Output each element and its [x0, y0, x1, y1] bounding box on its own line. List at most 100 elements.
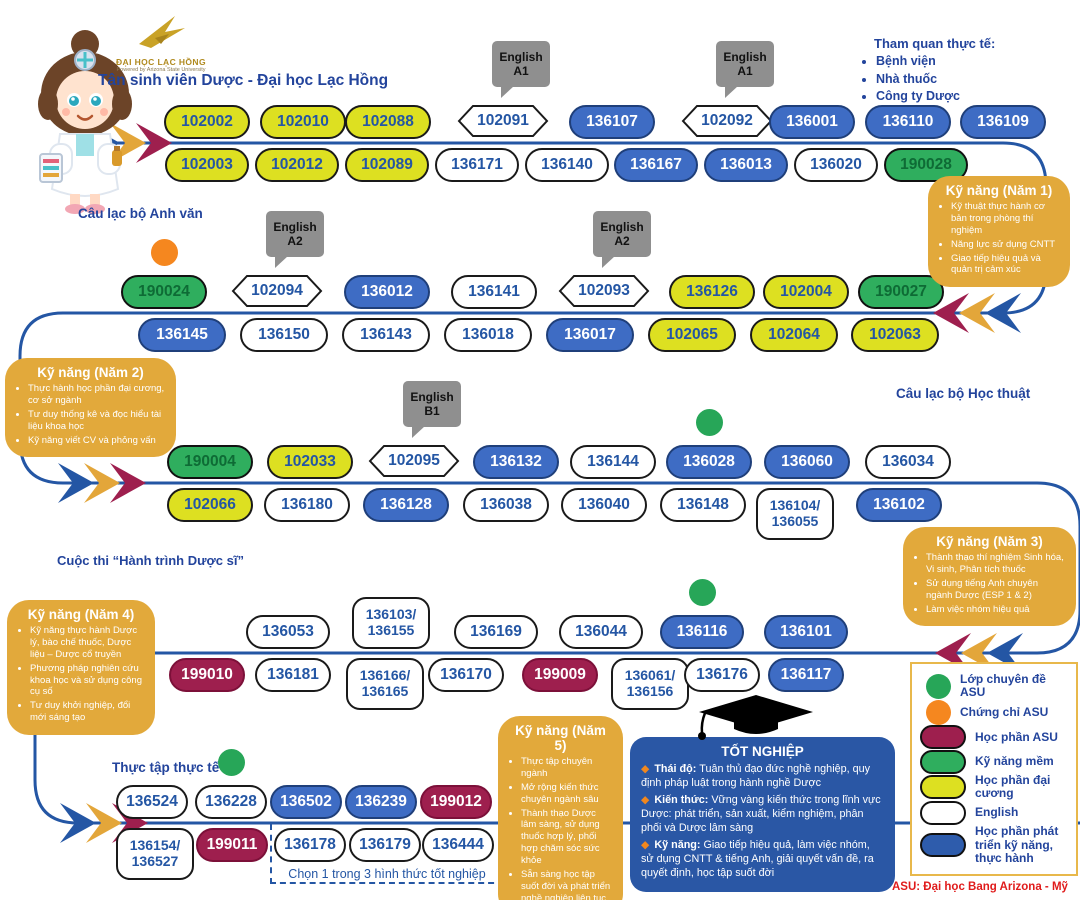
course-pill-136109: 136109	[960, 105, 1046, 139]
course-pill-199009: 199009	[522, 658, 598, 692]
english-level-bubble: English A2	[266, 211, 324, 268]
label-contest: Cuộc thi “Hành trình Dược sĩ”	[57, 553, 244, 568]
course-pill-136126: 136126	[669, 275, 755, 309]
list-item: Làm việc nhóm hiệu quả	[926, 604, 1066, 616]
course-pill-136150: 136150	[240, 318, 328, 352]
course-pill-136167: 136167	[614, 148, 698, 182]
legend-pill-swatch	[920, 800, 966, 825]
bubble-text: A2	[614, 234, 630, 248]
bubble-text: B1	[424, 404, 440, 418]
course-code: 102095	[388, 452, 440, 469]
asu-seminar-dot-icon	[688, 579, 716, 606]
course-pill-136181: 136181	[255, 658, 331, 692]
bubble-text: English	[273, 219, 317, 234]
list-item: Thực hành học phần đại cương, cơ sở ngàn…	[28, 383, 166, 407]
course-pill-102088: 102088	[345, 105, 431, 139]
course-pill-136140: 136140	[525, 148, 609, 182]
course-pill-136038: 136038	[463, 488, 549, 522]
legend-label: Học phần ASU	[975, 729, 1058, 744]
list-item: Kỹ năng viết CV và phỏng vấn	[28, 435, 166, 447]
course-pill-190024: 190024	[121, 275, 207, 309]
bubble-text: A2	[287, 234, 303, 248]
legend-item: Học phần phát triển kỹ năng, thực hành	[920, 825, 1068, 865]
bubble-text: English	[723, 49, 767, 64]
english-level-bubble: English A1	[492, 41, 550, 98]
course-code: 102093	[578, 282, 630, 299]
skills-year-3-title: Kỹ năng (Năm 3)	[936, 534, 1043, 549]
course-pill-136444: 136444	[422, 828, 494, 862]
course-pill-102002: 102002	[164, 105, 250, 139]
skills-year-3-callout: Kỹ năng (Năm 3) Thành thạo thí nghiệm Si…	[903, 527, 1076, 627]
course-pill-136117: 136117	[768, 658, 844, 692]
field-trip-list: Bệnh việnNhà thuốcCông ty Dược	[860, 53, 1030, 106]
english-level-bubble: English B1	[403, 381, 461, 438]
list-item: Sẵn sàng học tập suốt đời và phát triển …	[521, 869, 613, 900]
course-pill-136166-136165: 136166/ 136165	[346, 658, 424, 710]
diamond-bullet-icon: ◆	[641, 763, 653, 775]
skills-year-2-callout: Kỹ năng (Năm 2) Thực hành học phần đại c…	[5, 358, 176, 458]
skills-year-1-callout: Kỹ năng (Năm 1) Kỹ thuật thực hành cơ bả…	[928, 176, 1070, 288]
flow-chevron-icon	[110, 463, 146, 503]
field-trip-block: Tham quan thực tế: Bệnh việnNhà thuốcCôn…	[860, 36, 1030, 106]
course-pill-102093: 102093	[558, 273, 650, 309]
pointed-pill-shape	[368, 445, 460, 477]
course-pill-102004: 102004	[763, 275, 849, 309]
pointed-pill-shape	[231, 275, 323, 307]
course-pill-102063: 102063	[851, 318, 939, 352]
course-pill-102095: 102095	[368, 443, 460, 479]
logo-bird-icon	[139, 16, 185, 48]
legend: Lớp chuyên đề ASU Chứng chỉ ASU Học phần A…	[910, 662, 1078, 876]
course-pill-136103-136155: 136103/ 136155	[352, 597, 430, 649]
course-pill-136128: 136128	[363, 488, 449, 522]
diamond-bullet-icon: ◆	[641, 839, 653, 852]
diamond-bullet-icon: ◆	[641, 794, 653, 807]
skills-year-5-callout: Kỹ năng (Năm 5) Thực tập chuyên ngànhMở …	[498, 716, 623, 900]
course-pill-102003: 102003	[165, 148, 249, 182]
course-pill-102094: 102094	[231, 273, 323, 309]
list-item: Bệnh viện	[876, 53, 1030, 71]
course-pill-199012: 199012	[420, 785, 492, 819]
list-item: Kỹ thuật thực hành cơ bản trong phòng th…	[951, 201, 1060, 237]
course-pill-136001: 136001	[769, 105, 855, 139]
course-pill-136524: 136524	[116, 785, 188, 819]
course-pill-199011: 199011	[196, 828, 268, 862]
list-item: Năng lực sử dụng CNTT	[951, 239, 1060, 251]
course-pill-136044: 136044	[559, 615, 643, 649]
course-pill-136148: 136148	[660, 488, 746, 522]
course-pill-136171: 136171	[435, 148, 519, 182]
legend-pill-swatch	[920, 833, 966, 858]
graduation-item: ◆ Kiến thức: Vững vàng kiến thức trong l…	[641, 794, 881, 835]
flow-chevron-icon	[84, 463, 120, 503]
pointed-pill-shape	[558, 275, 650, 307]
course-pill-136101: 136101	[764, 615, 848, 649]
logo-tagline: Powered by Arizona State University	[116, 67, 206, 73]
course-pill-136104-136055: 136104/ 136055	[756, 488, 834, 540]
legend-circle-swatch	[926, 673, 951, 699]
legend-item: Học phần ASU	[920, 725, 1068, 750]
flow-chevron-icon	[58, 463, 94, 503]
course-pill-190004: 190004	[167, 445, 253, 479]
course-pill-136502: 136502	[270, 785, 342, 819]
list-item: Giao tiếp hiệu quả và quản trị cảm xúc	[951, 253, 1060, 277]
legend-item: Lớp chuyên đề ASU	[920, 672, 1068, 699]
skills-year-5-title: Kỹ năng (Năm 5)	[515, 723, 606, 753]
legend-item: Học phần đại cương	[920, 773, 1068, 800]
graduation-box: TỐT NGHIỆP ◆ Thái độ: Tuân thủ đạo đức n…	[630, 737, 895, 893]
list-item: Thành thạo Dược lâm sàng, sử dụng thuốc …	[521, 808, 613, 867]
course-pill-136179: 136179	[349, 828, 421, 862]
course-pill-136228: 136228	[195, 785, 267, 819]
graduation-item: ◆ Kỹ năng: Giao tiếp hiệu quả, làm việc …	[641, 839, 874, 880]
bubble-text: English	[600, 219, 644, 234]
legend-pill-swatch	[920, 775, 966, 800]
asu-seminar-dot-icon	[695, 409, 723, 436]
legend-item: English	[920, 800, 1068, 825]
course-pill-136132: 136132	[473, 445, 559, 479]
graduation-cap-icon	[697, 695, 815, 746]
course-pill-136053: 136053	[246, 615, 330, 649]
legend-label: English	[975, 805, 1019, 820]
list-item: Tư duy khởi nghiệp, đổi mới sáng tạo	[30, 700, 145, 724]
skills-year-1-title: Kỹ năng (Năm 1)	[945, 183, 1053, 198]
flow-chevron-icon	[86, 803, 122, 843]
list-item: Mở rộng kiến thức chuyên ngành sâu	[521, 782, 613, 806]
course-pill-102033: 102033	[267, 445, 353, 479]
